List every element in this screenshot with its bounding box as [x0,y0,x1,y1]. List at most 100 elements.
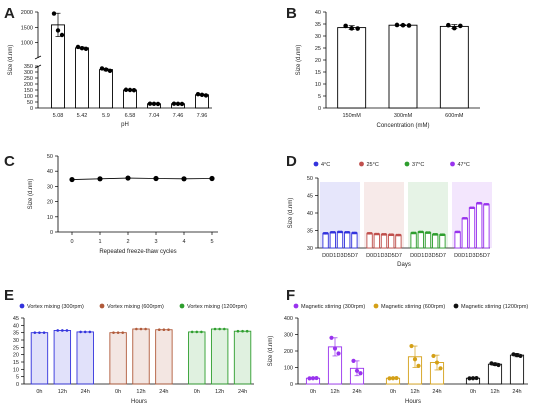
y-tick-label: 100 [24,94,33,100]
data-point [144,327,147,331]
x-tick-label: D1 [461,253,468,259]
data-point [222,327,226,331]
legend-entry: 4°C [321,162,330,168]
data-point [245,329,249,333]
series-line [71,177,213,180]
x-tick-label: 24h [352,389,361,395]
y-tick-label: 40 [315,10,321,16]
legend-entry: Magnetic stirring (600rpm) [381,304,445,310]
x-tick-label: 5.42 [77,113,88,119]
data-point [457,230,461,234]
bar [336,231,344,249]
y-tick-label: 10 [315,82,321,88]
data-point [293,303,299,309]
bar [123,89,137,109]
x-tick-label: D0 [322,253,329,259]
bar [439,25,469,109]
y-tick-label: 5 [318,94,321,100]
panel-label-A: A [4,5,15,22]
x-tick-label: 0h [194,389,200,395]
y-tick-label: 150 [24,88,33,94]
x-axis-label: Hours [131,399,147,405]
y-tick-label: 400 [284,316,293,322]
data-point [394,375,399,381]
data-point [409,343,414,349]
panel-label-F: F [286,287,295,304]
data-point [112,331,115,334]
data-point [472,206,475,210]
x-tick-label: 7.96 [197,113,208,119]
data-point [314,375,319,381]
x-tick-label: 2 [126,239,129,245]
data-point [333,230,336,234]
data-point [79,330,82,334]
data-point [99,66,105,71]
y-tick-label: 30 [47,184,53,190]
data-point [442,233,446,236]
data-point [340,230,343,234]
bar [380,233,388,249]
data-point [125,175,131,181]
y-tick-label: 10 [47,215,53,221]
y-tick-label: 0 [318,106,321,112]
x-tick-label: 7.46 [173,113,184,119]
data-point [241,329,244,333]
data-point [103,67,109,72]
bar [99,69,113,109]
data-point [135,327,138,331]
bar [75,47,89,109]
x-tick-label: D3 [424,253,431,259]
axis-break-mark [34,55,42,60]
bar [109,332,127,385]
data-point [336,351,341,356]
data-point [123,87,129,92]
x-tick-label: D7 [439,253,446,259]
x-tick-label: D0 [366,253,373,259]
y-tick-label: 30 [315,34,321,40]
panel-label-E: E [4,287,14,304]
bar [424,232,432,249]
y-tick-label: 300 [24,70,33,76]
y-tick-label: 1500 [21,25,33,31]
y-tick-label: 10 [13,367,19,373]
data-point [97,176,103,182]
data-point [42,331,46,334]
y-tick-label: 40 [13,323,19,329]
y-tick-label: 40 [307,211,313,217]
bar [53,330,72,385]
data-point [313,161,319,167]
y-tick-label: 0 [50,230,53,236]
data-point [155,101,161,107]
x-tick-label: 600mM [445,113,464,119]
data-point [358,371,363,376]
data-point [489,361,494,366]
bar [476,202,483,249]
data-point [450,161,455,167]
data-point [400,22,406,28]
bar [388,24,418,109]
legend-entry: Vortex mixing (300rpm) [27,304,84,310]
panel-label-B: B [286,5,297,22]
data-point [33,331,37,334]
data-point [199,92,205,98]
y-tick-label: 45 [307,194,313,200]
x-tick-label: 0h [115,389,121,395]
x-tick-label: 5.9 [102,113,110,119]
data-point [157,328,161,332]
x-tick-label: D7 [395,253,402,259]
data-point [384,233,387,236]
data-point [377,232,380,236]
legend-entry: 47°C [458,162,470,168]
x-tick-label: 12h [330,389,339,395]
x-tick-label: D7 [483,253,490,259]
y-tick-label: 35 [315,22,321,28]
bar [351,232,358,249]
data-point [394,22,400,28]
data-point [151,101,157,107]
data-point [19,303,25,309]
x-tick-label: 12h [58,389,67,395]
x-tick-label: D7 [351,253,358,259]
data-point [359,161,364,167]
legend-entry: Magnetic stirring (300rpm) [301,304,365,310]
